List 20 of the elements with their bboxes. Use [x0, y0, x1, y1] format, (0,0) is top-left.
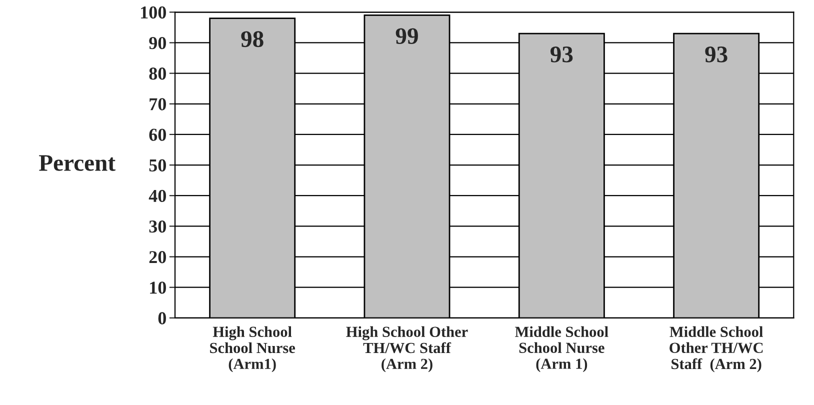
y-tick-label: 70: [150, 98, 166, 110]
data-label: 99: [396, 28, 418, 44]
data-label: 93: [550, 46, 573, 62]
y-tick-label: 40: [148, 190, 166, 202]
y-tick-label: 30: [149, 220, 166, 233]
y-axis-title: Percent: [39, 155, 116, 171]
x-tick-label: High School Other TH/WC Staff (Arm 2): [346, 326, 468, 372]
x-tick-label: Middle School School Nurse (Arm 1): [515, 326, 608, 372]
y-tick-label: 90: [149, 36, 166, 50]
y-tick-label: 100: [141, 6, 166, 19]
data-label: 93: [705, 46, 728, 62]
y-tick-label: 0: [158, 312, 166, 324]
y-tick-label: 20: [149, 251, 166, 264]
y-tick-label: 60: [149, 128, 166, 141]
data-label: 98: [241, 31, 264, 48]
y-tick-label: 10: [150, 282, 166, 294]
y-tick-label: 80: [149, 68, 166, 80]
y-tick-label: 50: [149, 159, 166, 172]
x-tick-label: Middle School Other TH/WC Staff (Arm 2): [670, 326, 763, 372]
x-tick-label: High School School Nurse (Arm1): [210, 326, 296, 372]
